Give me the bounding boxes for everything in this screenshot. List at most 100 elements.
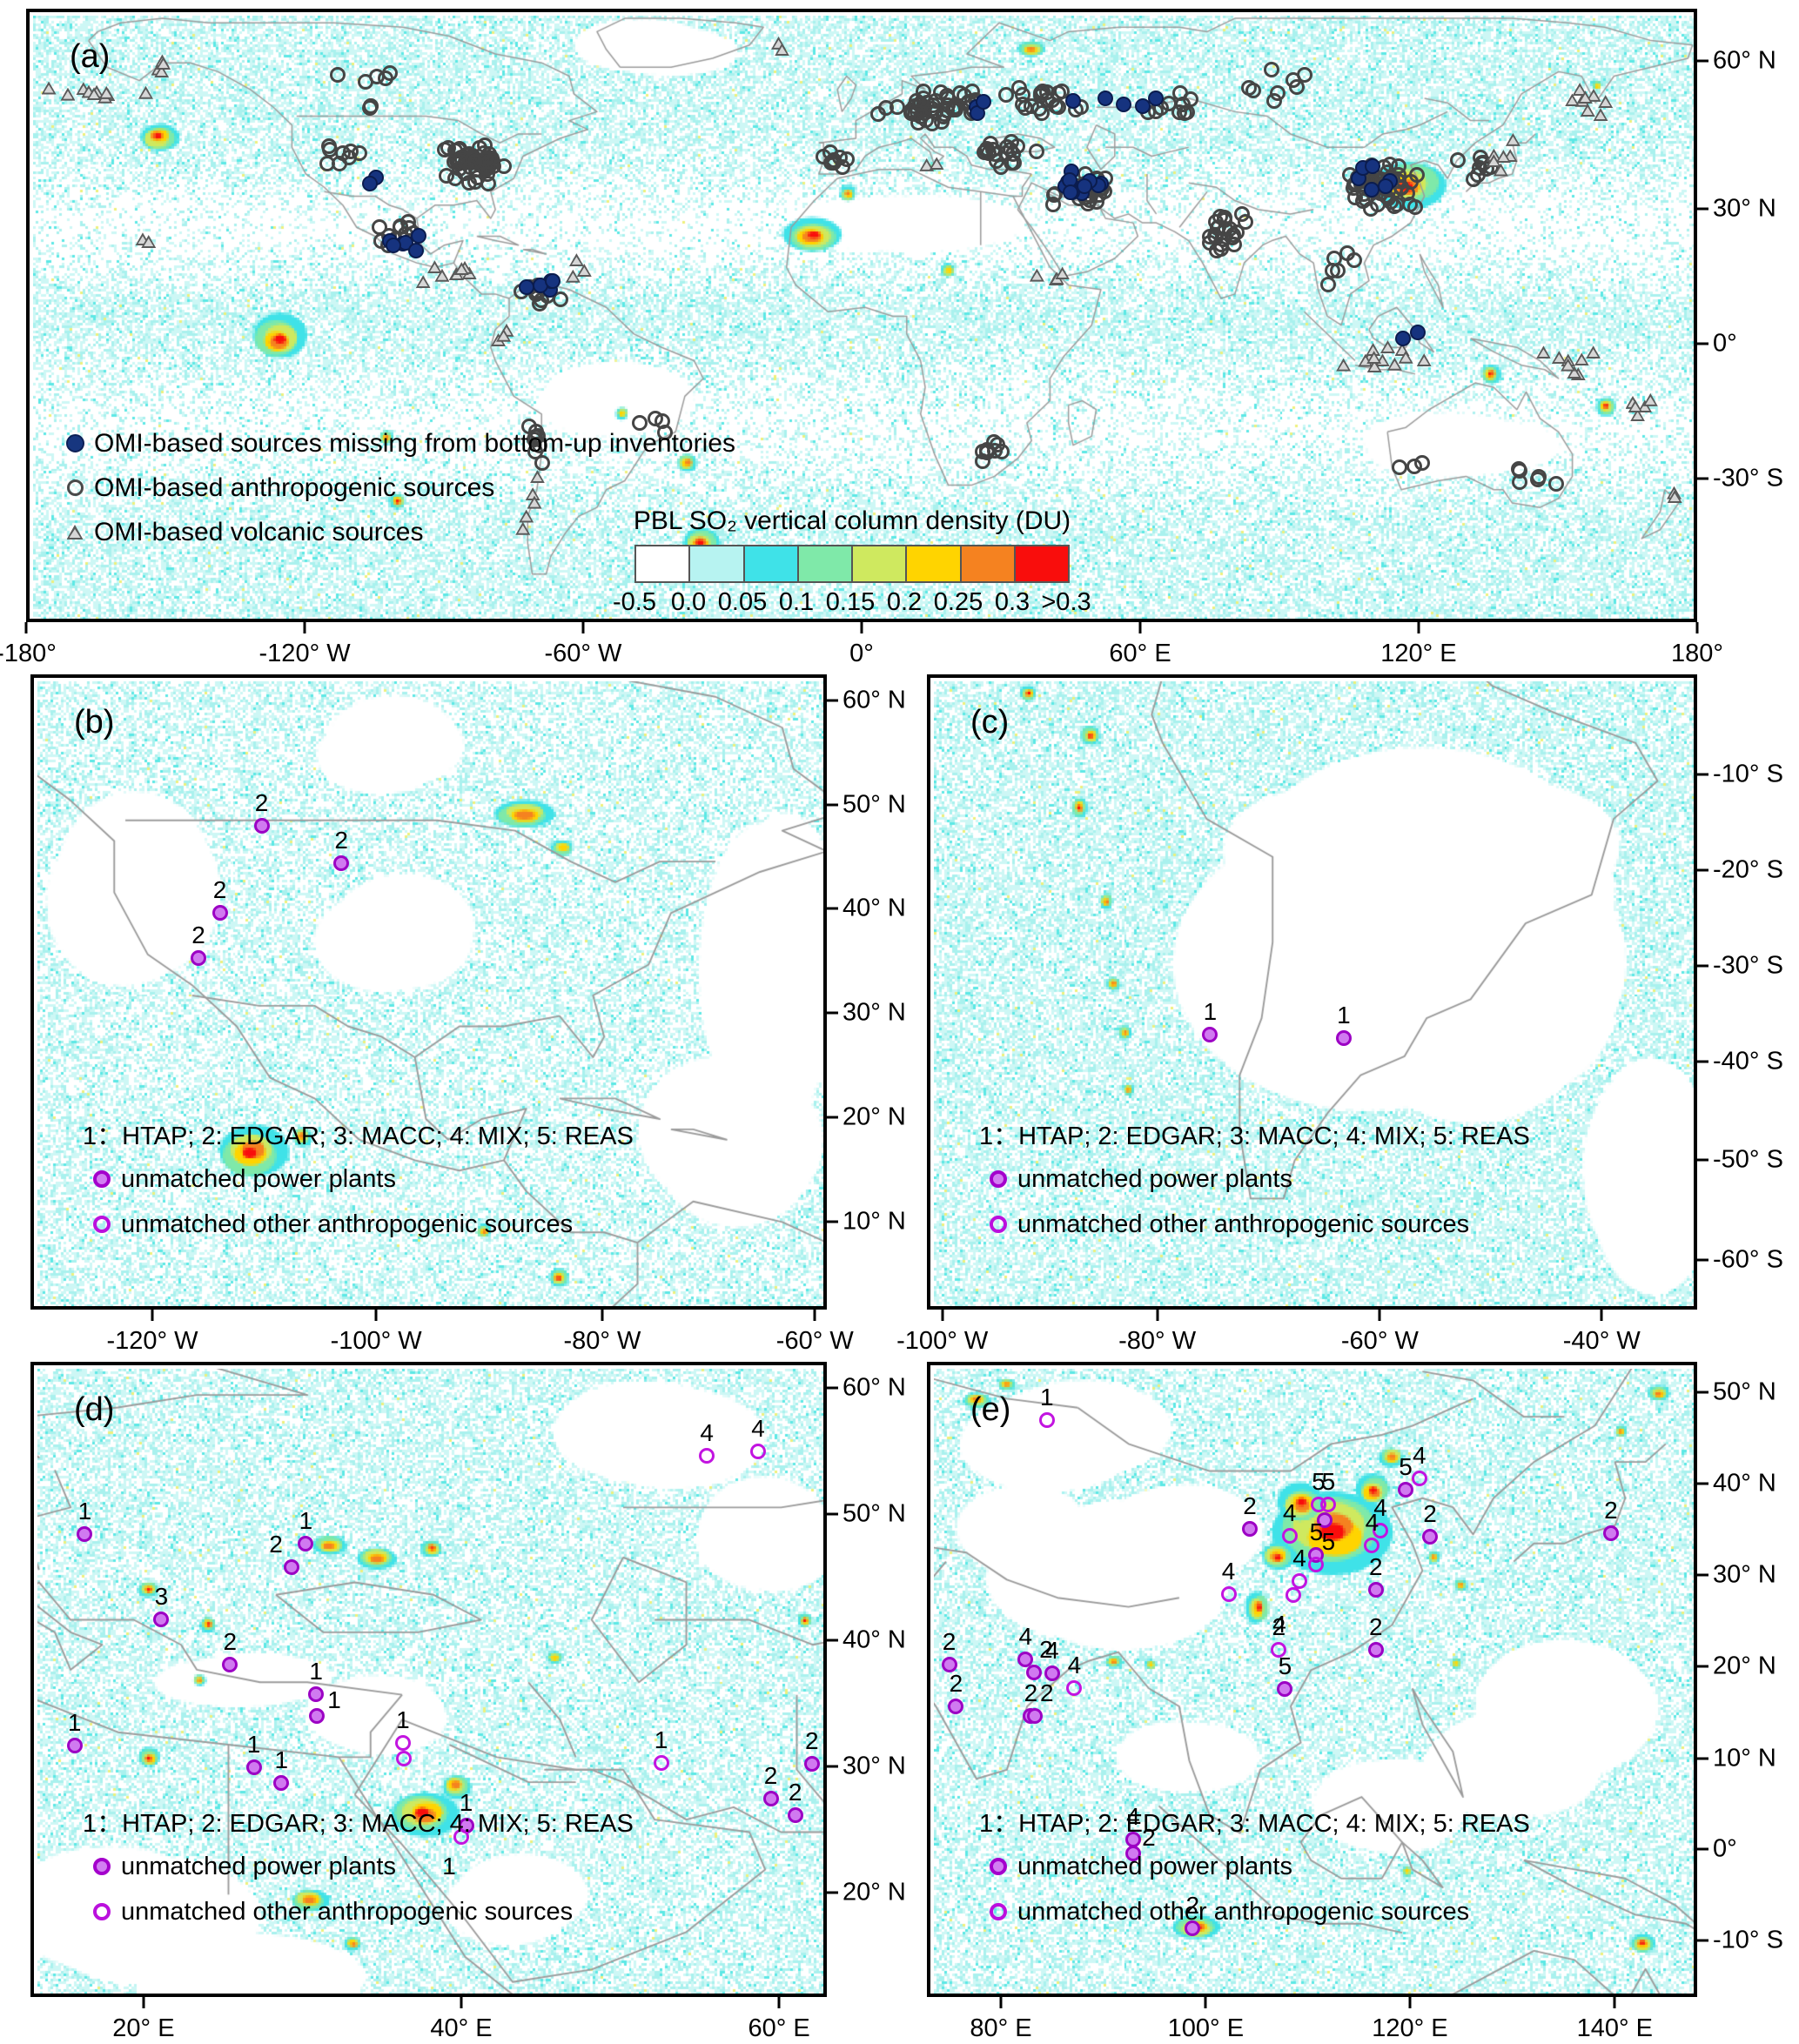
volcanic-source-marker <box>1366 351 1382 365</box>
unmatched-source-marker: 2 <box>253 791 270 834</box>
marker-inventory-number: 2 <box>949 1669 963 1697</box>
anthropogenic-source-marker <box>997 87 1014 104</box>
volcanic-source-marker <box>527 495 542 509</box>
colorbar-tick-label: >0.3 <box>1041 588 1091 616</box>
missing-source-marker <box>407 242 424 258</box>
x-axis-tick <box>1600 1310 1603 1321</box>
anthropogenic-source-marker <box>910 104 926 120</box>
volcanic-source-marker <box>1586 345 1601 359</box>
unmatched-source-marker: 4 <box>699 1420 715 1464</box>
volcanic-source-marker <box>453 262 469 276</box>
volcanic-source-marker <box>1593 108 1608 122</box>
colorbar-tick-labels: -0.5 0.0 0.05 0.1 0.15 0.2 0.25 0.3 >0.3 <box>613 583 1091 616</box>
y-axis-tick-label: -50° S <box>1713 1145 1783 1174</box>
anthropogenic-source-marker <box>947 101 963 117</box>
anthropogenic-source-marker <box>1033 88 1050 104</box>
unmatched-source-marker: 5 <box>1277 1654 1293 1698</box>
inventory-key: 1：HTAP; 2: EDGAR; 3: MACC; 4: MIX; 5: RE… <box>979 1123 1530 1150</box>
other-sources-label: unmatched other anthropogenic sources <box>1017 1210 1470 1238</box>
inventory-key: 1：HTAP; 2: EDGAR; 3: MACC; 4: MIX; 5: RE… <box>83 1123 634 1150</box>
volcanic-source-marker <box>86 87 102 101</box>
marker-inventory-number: 2 <box>942 1628 957 1656</box>
x-axis-tick <box>1156 1310 1159 1321</box>
marker-inventory-number: 1 <box>274 1746 289 1773</box>
marker-inventory-number: 1 <box>459 1788 473 1816</box>
colorbar-tick-label: -0.5 <box>613 588 656 616</box>
volcanic-source-marker <box>1572 83 1588 97</box>
panel-c-legend: 1：HTAP; 2: EDGAR; 3: MACC; 4: MIX; 5: RE… <box>979 1111 1530 1247</box>
panel-d-map: (d) 1：HTAP; 2: EDGAR; 3: MACC; 4: MIX; 5… <box>30 1362 827 1997</box>
y-axis-tick-label: 30° N <box>1713 1560 1776 1589</box>
x-axis-tick-label: -60° W <box>544 640 622 667</box>
y-axis-tick-label: -30° S <box>1713 951 1783 980</box>
y-axis-tick <box>1697 1482 1708 1485</box>
x-axis-tick-label: 100° E <box>1167 2014 1245 2042</box>
colorbar-swatch <box>690 546 745 581</box>
y-axis-tick-label: -30° S <box>1713 464 1783 493</box>
unmatched-source-marker: 4 <box>1364 1510 1380 1553</box>
volcanic-source-marker <box>98 85 114 99</box>
other-sources-label: unmatched other anthropogenic sources <box>121 1897 574 1926</box>
volcanic-source-marker <box>565 269 581 283</box>
power-plants-label: unmatched power plants <box>121 1164 396 1193</box>
colorbar-tick-label: 0.15 <box>825 588 876 616</box>
x-axis-tick-label: 60° E <box>748 2014 810 2042</box>
y-axis-tick-label: -10° S <box>1713 1926 1783 1954</box>
y-axis-tick-label: 30° N <box>842 998 906 1027</box>
missing-source-marker <box>1148 90 1165 107</box>
unmatched-source-marker: 2 <box>1185 1893 1201 1936</box>
volcanic-source-marker <box>1551 351 1567 365</box>
legend-missing-label: OMI-based sources missing from bottom-up… <box>94 428 735 458</box>
anthropogenic-source-marker <box>496 157 513 174</box>
y-axis-tick-label: 30° N <box>1713 194 1776 223</box>
marker-inventory-number: 2 <box>1368 1613 1383 1641</box>
marker-inventory-number: 3 <box>154 1583 169 1611</box>
volcanic-source-marker <box>1379 340 1395 354</box>
panel-c-label: (c) <box>970 704 1010 741</box>
unmatched-source-marker: 2 <box>333 828 350 871</box>
volcanic-source-marker <box>1029 268 1044 282</box>
panel-e-map: (e) 1：HTAP; 2: EDGAR; 3: MACC; 4: MIX; 5… <box>927 1362 1697 1997</box>
anthropogenic-source-marker <box>1241 79 1258 96</box>
unmatched-source-marker: 2 <box>803 1729 820 1773</box>
legend-item-other-sources: unmatched other anthropogenic sources <box>979 1889 1530 1934</box>
y-axis-tick <box>1697 1573 1708 1577</box>
volcanic-source-marker <box>1642 392 1658 406</box>
anthropogenic-source-marker <box>1339 245 1355 261</box>
marker-inventory-number: 1 <box>1039 1384 1054 1411</box>
y-axis-tick <box>827 1512 838 1516</box>
unmatched-source-marker: 2 <box>269 1532 300 1576</box>
y-axis-tick-label: 20° N <box>842 1102 906 1131</box>
volcanic-source-marker <box>41 81 57 95</box>
open-magenta-circle-icon <box>990 1216 1007 1233</box>
anthropogenic-source-marker <box>1015 87 1031 104</box>
unmatched-source-marker <box>395 1750 412 1766</box>
anthropogenic-source-marker <box>1531 468 1547 485</box>
colorbar-swatch <box>907 546 962 581</box>
missing-source-marker <box>1365 157 1381 174</box>
legend-item-missing-sources: OMI-based sources missing from bottom-up… <box>56 421 735 466</box>
marker-inventory-number: 2 <box>1604 1497 1618 1525</box>
marker-inventory-number: 5 <box>1321 1528 1336 1556</box>
unmatched-source-marker: 2 <box>1124 1825 1156 1861</box>
volcanic-source-marker <box>529 470 545 484</box>
unmatched-source-marker: 2 <box>1422 1501 1439 1545</box>
y-axis-tick-label: 10° N <box>1713 1744 1776 1773</box>
marker-inventory-number: 2 <box>1024 1679 1038 1706</box>
unmatched-source-marker: 4 <box>750 1417 767 1460</box>
x-axis-tick-label: -40° W <box>1562 1327 1641 1355</box>
y-axis-tick <box>1697 1060 1708 1063</box>
y-axis-tick <box>1697 1665 1708 1668</box>
marker-inventory-number: 1 <box>309 1657 323 1685</box>
colorbar-swatch <box>636 546 691 581</box>
marker-inventory-number: 4 <box>1018 1622 1033 1650</box>
x-axis-tick-label: 120° E <box>1380 640 1457 667</box>
y-axis-tick-label: 50° N <box>842 790 906 819</box>
anthropogenic-source-marker <box>1183 91 1199 108</box>
unmatched-source-marker: 2 <box>1026 1680 1054 1724</box>
colorbar-swatch <box>853 546 908 581</box>
y-axis-tick-label: -10° S <box>1713 760 1783 788</box>
x-axis-tick-label: 80° E <box>970 2014 1032 2042</box>
marker-inventory-number: 4 <box>700 1418 714 1446</box>
unmatched-source-marker: 4 <box>1281 1501 1298 1545</box>
